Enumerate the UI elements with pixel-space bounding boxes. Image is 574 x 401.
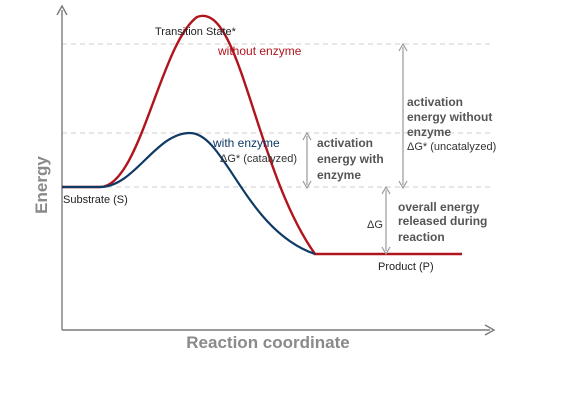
- x-axis-label: Reaction coordinate: [186, 333, 349, 352]
- y-axis-label: Energy: [32, 156, 51, 214]
- activation-with-line-2: energy with: [317, 152, 384, 166]
- overall-energy-line-1: overall energy: [398, 200, 480, 214]
- without-enzyme-label: without enzyme: [217, 44, 302, 58]
- catalyzed-curve: [62, 131, 316, 256]
- activation-without-line-2: energy without: [407, 110, 492, 124]
- dg-catalyzed-label: ΔG* (catalyzed): [220, 153, 297, 165]
- substrate-label: Substrate (S): [63, 194, 128, 206]
- activation-with-line-3: enzyme: [317, 168, 361, 182]
- overall-energy-line-2: released during: [398, 214, 487, 228]
- overall-energy-line-3: reaction: [398, 230, 445, 244]
- activation-without-line-1: activation: [407, 95, 463, 109]
- dg-uncatalyzed-label: ΔG* (uncatalyzed): [407, 141, 496, 153]
- activation-without-line-3: enzyme: [407, 125, 451, 139]
- uncatalyzed-curve: [62, 14, 462, 256]
- activation-with-line-1: activation: [317, 136, 373, 150]
- product-label: Product (P): [378, 261, 434, 273]
- delta-g-label: ΔG: [367, 219, 383, 231]
- transition-state-label: Transition State*: [155, 26, 237, 38]
- with-enzyme-label: with enzyme: [212, 136, 280, 150]
